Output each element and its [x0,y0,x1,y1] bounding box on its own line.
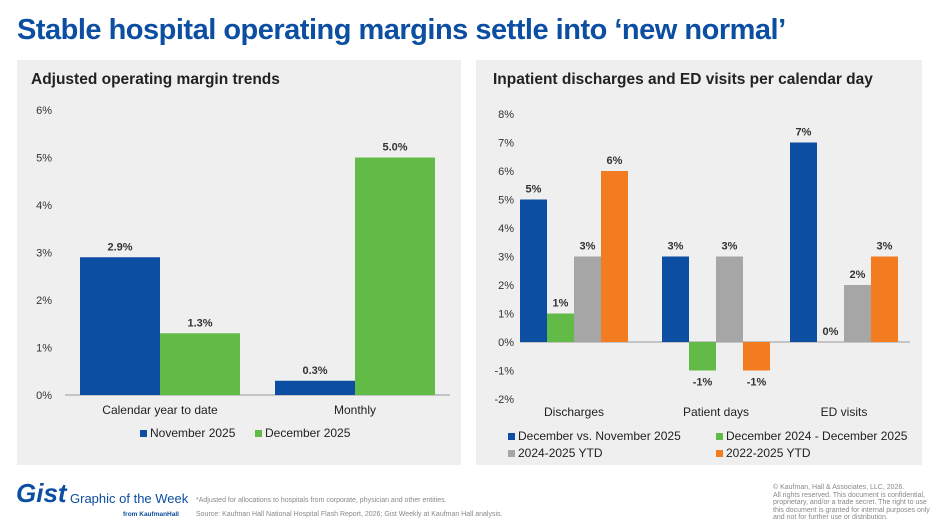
y-tick-label: 6% [36,105,52,117]
bar [662,256,689,342]
data-label: 3% [877,241,893,253]
logo-tagline: Graphic of the Week [70,491,189,506]
legend-swatch [716,450,723,457]
data-label: 7% [796,127,812,139]
legend-swatch [716,433,723,440]
bar [574,256,601,342]
y-tick-label: 5% [498,195,514,207]
logo-from: from KaufmanHall [123,511,179,518]
page-title: Stable hospital operating margins settle… [17,14,786,46]
category-label: Discharges [544,405,604,419]
data-label: 3% [668,241,684,253]
data-label: 3% [580,241,596,253]
bar [355,157,435,395]
bar [716,256,743,342]
data-label: 5.0% [382,142,407,154]
y-tick-label: 3% [36,248,52,260]
footnote: *Adjusted for allocations to hospitals f… [196,497,447,504]
legend-swatch [508,450,515,457]
data-label: 6% [607,155,623,167]
y-tick-label: 1% [36,343,52,355]
bar [790,142,817,342]
category-label: Calendar year to date [102,403,218,417]
legend-label: 2022-2025 YTD [726,446,811,460]
y-tick-label: -1% [494,366,514,378]
copyright: © Kaufman, Hall & Associates, LLC, 2026.… [773,484,930,522]
right-panel: Inpatient discharges and ED visits per c… [476,60,922,465]
bar [160,333,240,395]
legend-label: December vs. November 2025 [518,429,681,443]
category-label: Monthly [334,403,376,417]
y-tick-label: 3% [498,252,514,264]
y-tick-label: 0% [36,390,52,402]
legend-swatch [140,430,147,437]
data-label: -1% [693,377,713,389]
bar [547,313,574,342]
bar [80,257,160,395]
y-tick-label: 0% [498,337,514,349]
data-label: 1% [553,298,569,310]
data-label: -1% [747,377,767,389]
data-label: 5% [526,184,542,196]
bar [844,285,871,342]
y-tick-label: 8% [498,109,514,121]
category-label: ED visits [821,405,868,419]
bar [520,199,547,342]
copyright-line: proprietary, and/or a trade secret. The … [773,499,927,506]
right-chart-title: Inpatient discharges and ED visits per c… [493,71,873,88]
y-tick-label: 2% [498,280,514,292]
gist-logo: Gist [16,478,67,508]
copyright-line: All rights reserved. This document is co… [773,491,925,499]
copyright-line: and not for further use or distribution. [773,514,888,521]
legend-label: November 2025 [150,426,236,440]
data-label: 0% [823,326,839,338]
copyright-line: © Kaufman, Hall & Associates, LLC, 2026. [773,484,905,491]
bar [601,171,628,342]
left-chart-title: Adjusted operating margin trends [31,71,280,88]
y-tick-label: 4% [498,223,514,235]
category-label: Patient days [683,405,749,419]
bar [689,342,716,371]
legend-label: 2024-2025 YTD [518,446,603,460]
bar [743,342,770,371]
y-tick-label: -2% [494,394,514,406]
legend-swatch [508,433,515,440]
legend-label: December 2025 [265,426,351,440]
data-label: 2% [850,269,866,281]
data-label: 3% [722,241,738,253]
y-tick-label: 5% [36,153,52,165]
legend-label: December 2024 - December 2025 [726,429,908,443]
y-tick-label: 7% [498,138,514,150]
bar [275,380,355,395]
legend-swatch [255,430,262,437]
data-label: 2.9% [107,241,132,253]
copyright-line: this document is granted for internal pu… [773,506,930,514]
y-tick-label: 2% [36,295,52,307]
bar [871,256,898,342]
source: Source: Kaufman Hall National Hospital F… [196,511,503,518]
y-tick-label: 1% [498,309,514,321]
y-tick-label: 4% [36,200,52,212]
data-label: 1.3% [187,317,212,329]
y-tick-label: 6% [498,166,514,178]
data-label: 0.3% [302,365,327,377]
